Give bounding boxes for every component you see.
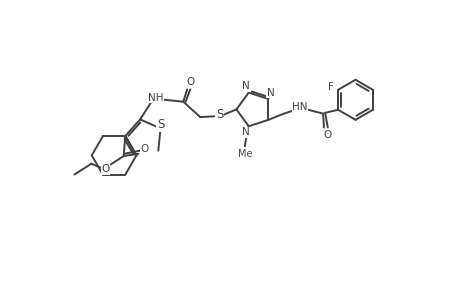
Text: NH: NH [147,93,163,103]
Text: N: N [242,81,250,92]
Text: F: F [327,82,333,92]
Text: Me: Me [237,149,252,159]
Text: O: O [101,164,109,174]
Text: HN: HN [291,102,307,112]
Text: N: N [266,88,274,98]
Text: O: O [322,130,330,140]
Text: O: O [140,144,148,154]
Text: S: S [215,107,223,121]
Text: O: O [186,77,194,88]
Text: N: N [241,128,249,137]
Text: S: S [157,118,164,131]
